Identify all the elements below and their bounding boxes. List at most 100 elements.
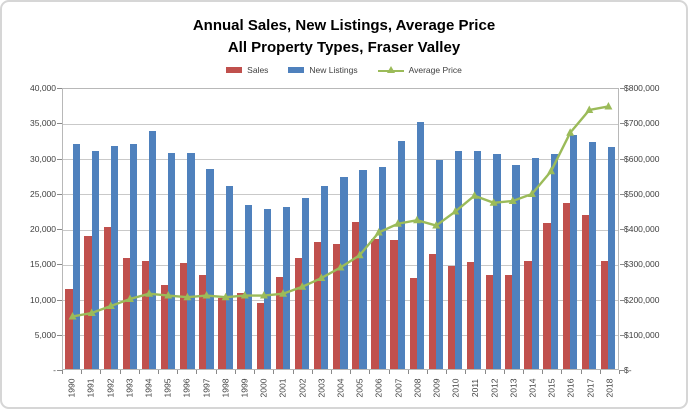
left-axis-tick-label: 15,000 bbox=[30, 259, 56, 270]
x-axis-label-1995: 1995 bbox=[162, 378, 173, 398]
bar-group-2006 bbox=[369, 89, 388, 369]
x-axis-tick bbox=[330, 370, 332, 374]
x-axis-tick bbox=[292, 370, 294, 374]
sales-bar-2015 bbox=[543, 222, 551, 369]
sales-bar-1991 bbox=[84, 236, 92, 369]
x-axis-tick bbox=[177, 370, 179, 374]
new-listings-bar-2000 bbox=[263, 208, 272, 369]
x-axis-label-2017: 2017 bbox=[585, 378, 596, 398]
x-axis-label-2004: 2004 bbox=[335, 378, 346, 398]
x-axis-label-1998: 1998 bbox=[220, 378, 231, 398]
chart-title-line1: Annual Sales, New Listings, Average Pric… bbox=[192, 17, 496, 34]
new-listings-bar-2007 bbox=[397, 140, 405, 369]
gridline bbox=[63, 123, 618, 125]
average-price-marker-2015 bbox=[547, 166, 556, 175]
bar-series-layer bbox=[63, 89, 618, 369]
x-axis-label-2007: 2007 bbox=[393, 378, 404, 398]
right-axis-tick bbox=[620, 370, 625, 371]
x-axis-tick bbox=[119, 370, 121, 374]
sales-bar-2011 bbox=[466, 261, 475, 369]
plot-area bbox=[62, 88, 619, 370]
sales-bar-2004 bbox=[333, 244, 341, 369]
sales-bar-1992 bbox=[103, 226, 111, 369]
sales-bar-1995 bbox=[160, 285, 169, 369]
sales-bar-2007 bbox=[390, 239, 398, 369]
new-listings-bar-1993 bbox=[129, 144, 138, 369]
right-axis-tick-label: $600,000 bbox=[624, 153, 660, 164]
average-price-marker-2000 bbox=[259, 291, 268, 299]
left-axis-tick bbox=[57, 123, 62, 125]
bar-group-2001 bbox=[273, 89, 292, 369]
bar-group-2018 bbox=[599, 89, 618, 369]
bar-group-2007 bbox=[388, 89, 407, 369]
bar-group-1993 bbox=[120, 89, 139, 369]
x-axis-tick bbox=[196, 370, 198, 374]
new-listings-swatch-icon bbox=[288, 67, 305, 73]
left-axis-tick-label: 25,000 bbox=[30, 188, 56, 199]
right-axis-tick bbox=[620, 299, 625, 301]
new-listings-bar-2018 bbox=[608, 147, 616, 369]
left-axis-tick-label: 20,000 bbox=[30, 224, 56, 234]
x-axis-tick bbox=[311, 370, 313, 374]
bar-group-2008 bbox=[407, 89, 426, 369]
average-price-marker-2008 bbox=[413, 215, 422, 224]
left-axis-tick bbox=[57, 88, 62, 89]
sales-bar-2008 bbox=[409, 278, 417, 369]
x-axis-label-2002: 2002 bbox=[297, 378, 308, 398]
x-axis-tick bbox=[350, 370, 352, 374]
sales-bar-2017 bbox=[581, 215, 589, 369]
new-listings-bar-2004 bbox=[340, 176, 348, 369]
x-axis-tick bbox=[542, 370, 544, 374]
average-price-marker-2007 bbox=[393, 219, 402, 227]
average-price-marker-2013 bbox=[508, 196, 517, 204]
x-axis-label-1991: 1991 bbox=[85, 378, 96, 398]
bar-group-2003 bbox=[312, 89, 331, 369]
right-axis-tick bbox=[620, 334, 625, 336]
x-axis-tick bbox=[81, 370, 83, 374]
average-price-marker-1995 bbox=[164, 291, 173, 299]
chart-title-line2: All Property Types, Fraser Valley bbox=[227, 39, 461, 56]
x-axis-tick bbox=[234, 370, 236, 374]
right-axis-tick-label: $200,000 bbox=[624, 294, 660, 305]
new-listings-bar-2006 bbox=[378, 167, 386, 369]
left-axis-tick-label: 35,000 bbox=[30, 118, 56, 129]
bar-group-2002 bbox=[293, 89, 312, 369]
x-axis-label-1997: 1997 bbox=[201, 378, 212, 398]
new-listings-bar-1999 bbox=[244, 204, 252, 369]
left-axis-tick bbox=[57, 229, 62, 230]
x-axis-tick bbox=[158, 370, 159, 374]
new-listings-bar-2003 bbox=[321, 186, 329, 369]
x-axis-tick bbox=[407, 370, 409, 374]
new-listings-bar-2011 bbox=[474, 150, 482, 369]
x-axis-tick bbox=[138, 370, 140, 374]
bar-group-2011 bbox=[465, 89, 484, 369]
left-axis-tick bbox=[57, 158, 62, 160]
right-axis-tick bbox=[620, 158, 625, 160]
bar-group-2010 bbox=[446, 89, 465, 369]
average-price-marker-1996 bbox=[183, 292, 192, 301]
right-axis-tick bbox=[620, 123, 625, 125]
average-price-marker-2005 bbox=[355, 250, 364, 259]
left-axis-tick bbox=[57, 299, 62, 301]
x-axis-tick bbox=[446, 370, 448, 374]
sales-bar-2016 bbox=[562, 203, 570, 369]
right-axis-tick-label: $800,000 bbox=[624, 83, 660, 93]
bar-group-2004 bbox=[331, 89, 350, 369]
x-axis-tick bbox=[484, 370, 486, 374]
left-axis-tick bbox=[57, 334, 62, 336]
average-price-marker-2017 bbox=[585, 105, 594, 113]
new-listings-bar-2014 bbox=[531, 157, 539, 369]
x-axis-tick bbox=[100, 370, 102, 374]
x-axis-label-1993: 1993 bbox=[124, 378, 135, 398]
gridline bbox=[63, 159, 618, 160]
sales-bar-2010 bbox=[447, 266, 456, 369]
average-price-marker-1993 bbox=[125, 294, 134, 302]
average-price-marker-2001 bbox=[279, 289, 288, 297]
average-price-marker-2011 bbox=[470, 191, 479, 199]
bar-group-2009 bbox=[426, 89, 445, 369]
x-axis-label-2018: 2018 bbox=[604, 378, 615, 398]
sales-bar-1997 bbox=[199, 275, 207, 369]
chart-title: Annual Sales, New Listings, Average Pric… bbox=[2, 15, 686, 59]
new-listings-bar-1997 bbox=[206, 168, 214, 369]
sales-bar-2018 bbox=[600, 261, 609, 369]
